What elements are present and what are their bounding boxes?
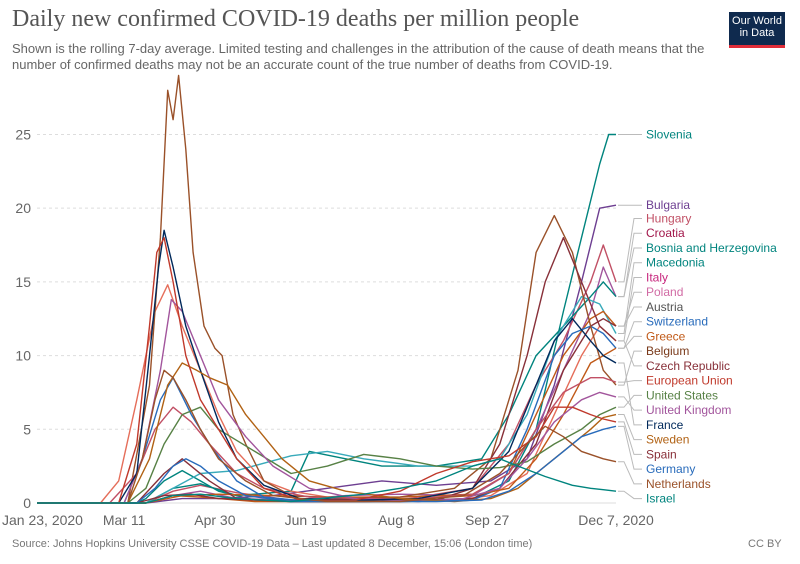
legend-connector	[618, 380, 642, 383]
legend-label: France	[646, 418, 684, 432]
legend-label: European Union	[646, 374, 733, 388]
chart-title: Daily new confirmed COVID-19 deaths per …	[12, 6, 580, 32]
y-tick-label: 20	[15, 200, 31, 216]
legend-label: Croatia	[646, 226, 685, 240]
legend-item-czech-republic[interactable]: Czech Republic	[618, 340, 730, 373]
legend-label: Slovenia	[646, 127, 692, 141]
legend-label: Austria	[646, 300, 684, 314]
legend-connector	[618, 414, 642, 441]
legend-label: Germany	[646, 462, 695, 476]
legend-connector	[618, 490, 642, 500]
x-tick-label: Aug 8	[378, 512, 415, 528]
legend-connector	[618, 350, 642, 386]
x-tick-label: Apr 30	[194, 512, 235, 528]
series-line-bosnia-and-herzegovina	[37, 281, 617, 504]
series-line-united-states	[37, 406, 617, 504]
legend-label: Italy	[646, 270, 668, 284]
legend-item-belgium[interactable]: Belgium	[618, 344, 689, 386]
series-line-france	[37, 229, 617, 504]
x-tick-label: Jun 19	[285, 512, 327, 528]
series-line-slovenia	[37, 133, 616, 504]
legend-connector	[618, 362, 642, 426]
legend-item-austria[interactable]: Austria	[618, 300, 684, 327]
x-tick-label: Mar 11	[103, 512, 146, 528]
legend-label: Belgium	[646, 344, 689, 358]
series-lines	[37, 74, 617, 504]
series-line-spain	[37, 236, 617, 504]
owid-logo[interactable]: Our World in Data	[729, 12, 785, 48]
legend-label: United Kingdom	[646, 403, 731, 417]
legend-item-greece[interactable]: Greece	[618, 329, 686, 349]
legend-connector	[618, 421, 642, 455]
legend-item-israel[interactable]: Israel	[618, 490, 675, 506]
legend-connector	[618, 425, 642, 470]
x-axis: Jan 23, 2020 Mar 11 Apr 30 Jun 19 Aug 8 Sep 2…	[2, 512, 654, 528]
legend-item-bosnia-and-herzegovina[interactable]: Bosnia and Herzegovina	[618, 241, 777, 298]
legend-item-netherlands[interactable]: Netherlands	[618, 461, 711, 491]
legend-label: Switzerland	[646, 315, 708, 329]
legend-label: Bulgaria	[646, 198, 690, 212]
legend-item-slovenia[interactable]: Slovenia	[618, 127, 692, 141]
legend-connector	[618, 306, 642, 327]
legend-label: Netherlands	[646, 477, 711, 491]
legend-connector	[618, 396, 642, 411]
legend-item-macedonia[interactable]: Macedonia	[618, 256, 705, 334]
legend-label: United States	[646, 388, 718, 402]
legend-connector	[618, 335, 642, 349]
legend-item-france[interactable]: France	[618, 362, 684, 432]
legend-connector	[618, 218, 642, 283]
y-tick-label: 10	[15, 348, 31, 364]
legend-label: Czech Republic	[646, 359, 730, 373]
series-line-hungary	[37, 244, 617, 504]
legend-item-bulgaria[interactable]: Bulgaria	[618, 198, 690, 212]
legend-item-sweden[interactable]: Sweden	[618, 414, 689, 447]
legend-connector	[618, 461, 642, 485]
series-line-sweden	[37, 362, 617, 504]
legend-item-hungary[interactable]: Hungary	[618, 212, 691, 283]
x-tick-label: Jan 23, 2020	[2, 512, 83, 528]
legend-connector	[618, 291, 642, 327]
series-line-european-union	[37, 377, 617, 504]
logo-line-2: in Data	[739, 27, 775, 39]
legend-label: Greece	[646, 329, 686, 343]
series-line-united-kingdom	[37, 298, 617, 504]
legend-item-european-union[interactable]: European Union	[618, 374, 733, 388]
logo-line-1: Our World	[732, 15, 782, 27]
source-note: Source: Johns Hopkins University CSSE CO…	[12, 538, 533, 550]
legend-label: Poland	[646, 285, 683, 299]
gridlines	[37, 133, 616, 504]
legend-label: Israel	[646, 492, 675, 506]
license-label[interactable]: CC BY	[748, 538, 782, 550]
series-line-switzerland	[37, 325, 617, 504]
series-line-israel	[37, 458, 617, 504]
legend-item-united-states[interactable]: United States	[618, 388, 718, 408]
legend-connector	[618, 247, 642, 298]
x-tick-label: Dec 7, 2020	[578, 512, 654, 528]
y-tick-label: 15	[15, 274, 31, 290]
legend-item-united-kingdom[interactable]: United Kingdom	[618, 396, 731, 417]
series-line-belgium	[37, 74, 617, 504]
y-axis: 0 5 10 15 20 25	[15, 126, 31, 511]
y-tick-label: 25	[15, 126, 31, 142]
legend-label: Spain	[646, 447, 677, 461]
x-tick-label: Sep 27	[465, 512, 510, 528]
series-line-bulgaria	[37, 204, 617, 504]
legend-label: Macedonia	[646, 256, 705, 270]
legend-label: Sweden	[646, 433, 689, 447]
legend-label: Hungary	[646, 212, 691, 226]
legend-connector	[618, 394, 642, 408]
legend-item-spain[interactable]: Spain	[618, 421, 677, 461]
series-line-macedonia	[37, 295, 617, 504]
legend-connector	[618, 340, 642, 367]
y-tick-label: 5	[23, 421, 31, 437]
series-line-netherlands	[37, 369, 617, 504]
y-tick-label: 0	[23, 495, 31, 511]
legend-connector	[618, 262, 642, 334]
legend-label: Bosnia and Herzegovina	[646, 241, 777, 255]
legend-item-germany[interactable]: Germany	[618, 425, 695, 476]
chart-subtitle: Shown is the rolling 7-day average. Limi…	[12, 41, 705, 72]
